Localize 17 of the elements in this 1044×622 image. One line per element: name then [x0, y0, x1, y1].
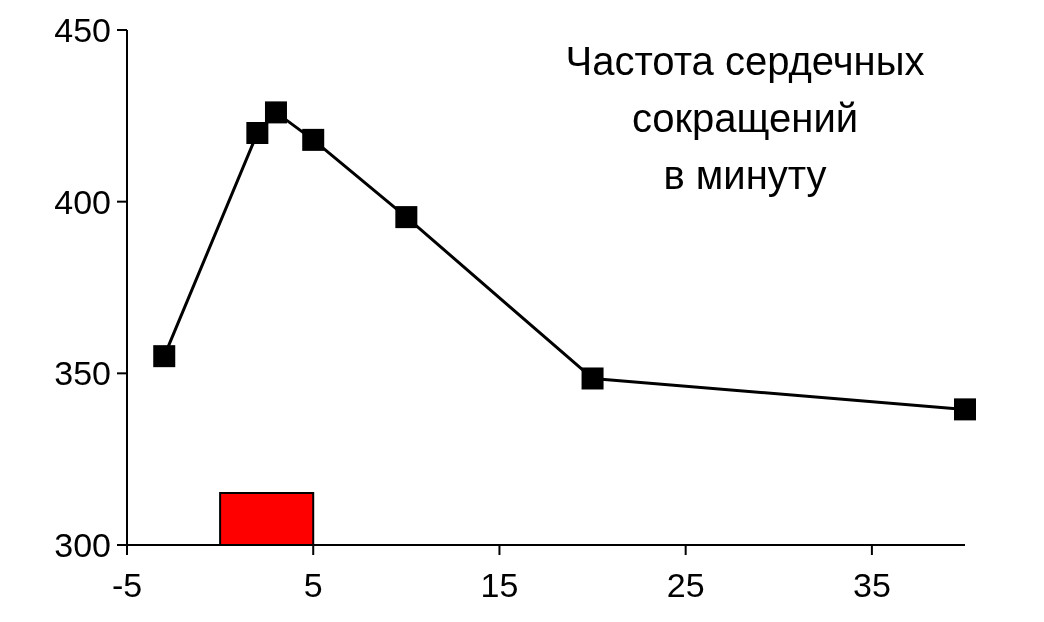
point — [264, 101, 287, 124]
y-tick-label: 400 — [54, 182, 111, 221]
point — [153, 345, 176, 368]
point — [302, 128, 325, 151]
point — [395, 206, 418, 229]
x-tick-label: 25 — [666, 566, 705, 604]
x-tick-label: -5 — [111, 566, 143, 604]
x-tick-label: 15 — [480, 566, 519, 604]
y-tick-label: 350 — [54, 354, 111, 393]
x-tick-label: 35 — [852, 566, 891, 604]
point — [954, 398, 976, 421]
x-tick-label: 5 — [303, 566, 323, 604]
point — [246, 122, 269, 144]
y-tick-label: 300 — [54, 525, 111, 564]
point — [581, 367, 604, 390]
y-tick-label: 450 — [54, 10, 111, 49]
text: Частота сердечных сокращений в минуту — [565, 39, 925, 197]
